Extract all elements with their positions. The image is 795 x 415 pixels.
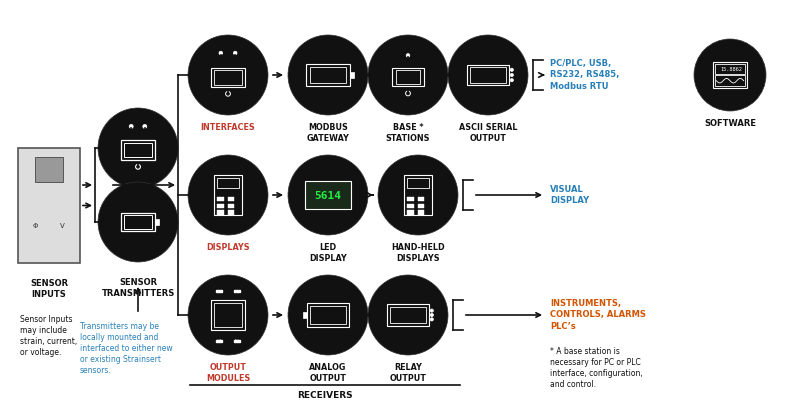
Bar <box>217 197 223 201</box>
Text: HAND-HELD
DISPLAYS: HAND-HELD DISPLAYS <box>391 243 445 263</box>
Bar <box>211 68 245 87</box>
Text: OUTPUT
MODULES: OUTPUT MODULES <box>206 363 250 383</box>
Ellipse shape <box>430 309 433 312</box>
Ellipse shape <box>288 35 368 115</box>
Bar <box>305 181 351 210</box>
Text: Sensor Inputs
may include
strain, current,
or voltage.: Sensor Inputs may include strain, curren… <box>20 315 77 357</box>
Text: MODBUS
GATEWAY: MODBUS GATEWAY <box>307 123 350 143</box>
Bar <box>713 62 747 88</box>
Bar <box>407 210 413 215</box>
Ellipse shape <box>143 124 147 128</box>
Text: Transmitters may be
locally mounted and
interfaced to either new
or existing Str: Transmitters may be locally mounted and … <box>80 322 173 376</box>
Bar <box>217 210 223 215</box>
Bar <box>217 204 223 208</box>
Bar <box>350 72 355 78</box>
Text: DISPLAYS: DISPLAYS <box>206 243 250 252</box>
Ellipse shape <box>188 35 268 115</box>
Bar <box>214 175 242 215</box>
Ellipse shape <box>510 73 514 77</box>
Ellipse shape <box>430 313 433 317</box>
Bar <box>216 340 223 342</box>
Bar <box>124 215 152 229</box>
Text: BASE *
STATIONS: BASE * STATIONS <box>386 123 430 143</box>
Bar <box>407 178 429 188</box>
Text: RECEIVERS: RECEIVERS <box>297 391 353 400</box>
Bar <box>407 204 413 208</box>
Bar <box>227 197 234 201</box>
Ellipse shape <box>406 54 409 57</box>
Bar <box>234 340 240 342</box>
Bar <box>35 157 63 183</box>
Bar <box>417 210 424 215</box>
Text: SENSOR
TRANSMITTERS: SENSOR TRANSMITTERS <box>102 278 175 298</box>
Ellipse shape <box>448 35 528 115</box>
Bar <box>121 140 155 160</box>
Bar <box>407 197 413 201</box>
Bar <box>310 306 346 324</box>
Text: PC/PLC, USB,
RS232, RS485,
Modbus RTU: PC/PLC, USB, RS232, RS485, Modbus RTU <box>550 59 619 90</box>
Text: SOFTWARE: SOFTWARE <box>704 119 756 128</box>
Bar <box>217 178 239 188</box>
Ellipse shape <box>218 339 221 343</box>
Bar <box>124 143 152 157</box>
Text: LED
DISPLAY: LED DISPLAY <box>309 243 347 263</box>
Bar <box>18 148 80 263</box>
Ellipse shape <box>24 215 47 237</box>
Bar <box>387 304 429 326</box>
Ellipse shape <box>98 182 178 262</box>
Bar <box>393 68 424 86</box>
Bar <box>396 70 421 84</box>
Bar <box>306 64 350 86</box>
Bar <box>211 300 245 330</box>
Text: RELAY
OUTPUT: RELAY OUTPUT <box>390 363 426 383</box>
Text: INSTRUMENTS,
CONTROLS, ALARMS
PLC’s: INSTRUMENTS, CONTROLS, ALARMS PLC’s <box>550 299 646 331</box>
Ellipse shape <box>52 215 74 237</box>
Text: * A base station is
necessary for PC or PLC
interface, configuration,
and contro: * A base station is necessary for PC or … <box>550 347 642 389</box>
Ellipse shape <box>219 51 223 55</box>
Bar <box>227 204 234 208</box>
Text: ANALOG
OUTPUT: ANALOG OUTPUT <box>309 363 347 383</box>
Bar <box>234 290 240 292</box>
Text: 5614: 5614 <box>315 191 342 201</box>
Bar <box>121 213 155 231</box>
Bar <box>467 65 509 85</box>
Bar <box>417 197 424 201</box>
Bar <box>404 175 432 215</box>
Bar <box>215 303 242 327</box>
Ellipse shape <box>368 275 448 355</box>
Ellipse shape <box>378 155 458 235</box>
Text: V: V <box>60 223 65 229</box>
Ellipse shape <box>288 155 368 235</box>
Bar <box>303 312 307 318</box>
Ellipse shape <box>430 318 433 321</box>
Text: INTERFACES: INTERFACES <box>200 123 255 132</box>
Bar <box>309 67 347 83</box>
Ellipse shape <box>234 51 237 55</box>
Ellipse shape <box>510 78 514 82</box>
Bar <box>227 210 234 215</box>
Ellipse shape <box>288 275 368 355</box>
Ellipse shape <box>188 275 268 355</box>
Bar <box>417 204 424 208</box>
Text: Φ: Φ <box>33 223 38 229</box>
Bar <box>715 63 746 74</box>
Text: ASCII SERIAL
OUTPUT: ASCII SERIAL OUTPUT <box>459 123 518 143</box>
Bar <box>216 290 223 292</box>
Text: 15.8862: 15.8862 <box>721 67 743 72</box>
Bar <box>215 70 242 85</box>
Text: VISUAL
DISPLAY: VISUAL DISPLAY <box>550 185 589 205</box>
Ellipse shape <box>510 68 514 71</box>
Ellipse shape <box>130 124 134 128</box>
Ellipse shape <box>235 339 238 343</box>
Bar <box>307 303 349 327</box>
Ellipse shape <box>694 39 766 111</box>
Text: SENSOR
INPUTS: SENSOR INPUTS <box>30 279 68 299</box>
Bar <box>471 67 506 83</box>
Bar <box>155 219 159 225</box>
Bar <box>715 75 746 86</box>
Ellipse shape <box>98 108 178 188</box>
Ellipse shape <box>188 155 268 235</box>
Ellipse shape <box>368 35 448 115</box>
Bar <box>390 307 425 323</box>
